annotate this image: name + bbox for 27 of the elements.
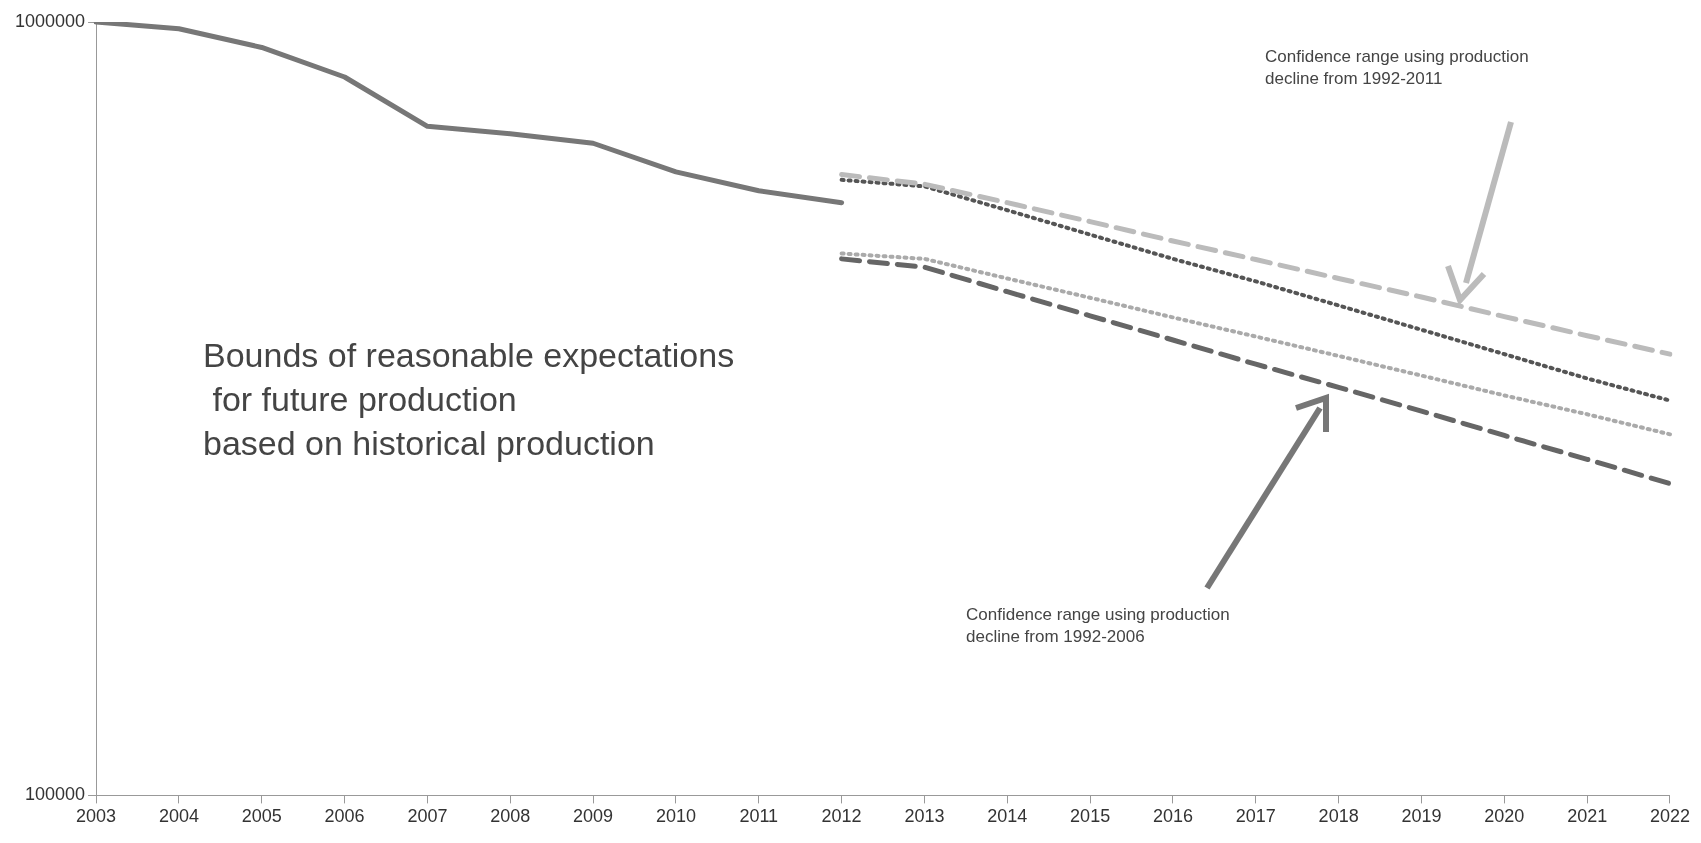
x-tick-label: 2018 [1318, 806, 1359, 827]
x-tick-label: 2017 [1235, 806, 1276, 827]
x-tick-label: 2021 [1567, 806, 1608, 827]
line-series [839, 177, 1672, 403]
annotation: Bounds of reasonable expectations for future production based on historical production [203, 335, 735, 465]
x-tick-label: 2013 [904, 806, 945, 827]
y-tick-label: 100000 [25, 784, 86, 805]
x-tick-label: 2022 [1649, 806, 1690, 827]
annotation: Confidence range using production decline from 1992-2011 [1265, 46, 1529, 91]
line-series [839, 251, 1672, 437]
annotation: Confidence range using production decline from 1992-2006 [966, 604, 1230, 649]
x-tick-label: 2008 [490, 806, 531, 827]
x-tick-label: 2007 [407, 806, 448, 827]
x-tick-label: 2016 [1152, 806, 1193, 827]
x-tick-label: 2011 [739, 806, 779, 827]
y-tick-label: 1000000 [15, 10, 86, 31]
x-tick-label: 2005 [241, 806, 282, 827]
x-tick-label: 2003 [76, 806, 117, 827]
x-tick-label: 2014 [987, 806, 1028, 827]
x-tick-label: 2015 [1070, 806, 1111, 827]
x-tick-label: 2006 [324, 806, 365, 827]
x-tick-label: 2010 [655, 806, 696, 827]
x-tick-label: 2020 [1484, 806, 1525, 827]
x-tick-label: 2004 [158, 806, 199, 827]
x-tick-label: 2009 [573, 806, 614, 827]
x-tick-label: 2019 [1401, 806, 1442, 827]
x-tick-label: 2012 [821, 806, 862, 827]
